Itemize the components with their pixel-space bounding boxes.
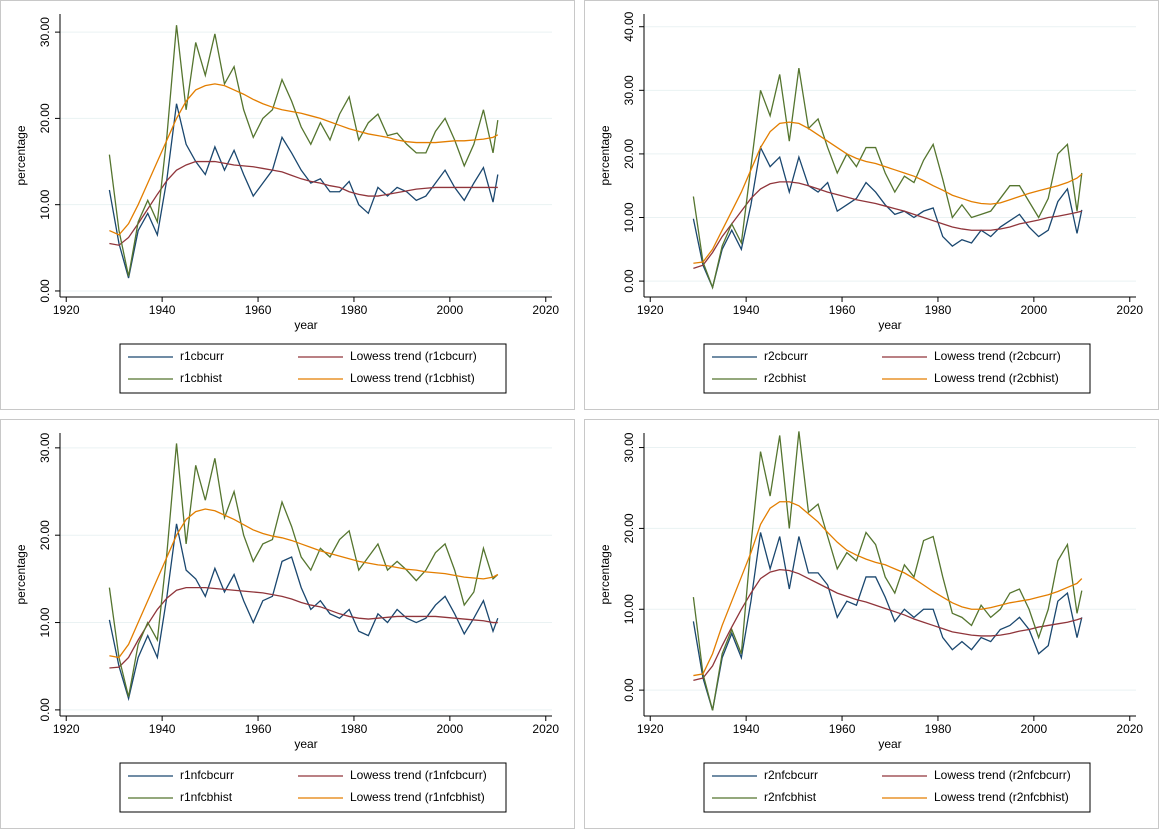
series-line bbox=[693, 121, 1083, 264]
series-line bbox=[693, 568, 1083, 682]
y-tick-label: 20.00 bbox=[622, 513, 636, 543]
legend-label: Lowess trend (r1nfcbhist) bbox=[350, 790, 485, 804]
legend-label: Lowess trend (r1nfcbcurr) bbox=[350, 768, 487, 782]
legend-label: Lowess trend (r2nfcbhist) bbox=[934, 790, 1069, 804]
y-tick-label: 20.00 bbox=[38, 520, 52, 550]
legend-box bbox=[703, 762, 1091, 813]
x-tick-label: 2000 bbox=[1021, 722, 1048, 736]
legend-box bbox=[119, 343, 507, 394]
y-tick-label: 30.00 bbox=[38, 17, 52, 47]
series-line bbox=[109, 160, 498, 246]
series-line bbox=[693, 181, 1082, 269]
x-tick-label: 1980 bbox=[925, 303, 952, 317]
y-tick-label: 40.00 bbox=[622, 11, 636, 41]
x-tick-label: 1940 bbox=[733, 722, 760, 736]
y-axis-title: percentage bbox=[14, 544, 28, 604]
legend-box bbox=[703, 343, 1091, 394]
y-tick-label: 10.00 bbox=[622, 594, 636, 624]
series-line bbox=[109, 83, 499, 236]
x-tick-label: 1920 bbox=[637, 303, 664, 317]
x-tick-label: 1960 bbox=[245, 303, 272, 317]
x-tick-label: 2000 bbox=[437, 722, 464, 736]
y-tick-label: 0.00 bbox=[38, 698, 52, 722]
legend-label: r2cbcurr bbox=[764, 349, 808, 363]
legend-label: Lowess trend (r1cbcurr) bbox=[350, 349, 477, 363]
series-line bbox=[108, 103, 499, 279]
x-axis-title: year bbox=[878, 737, 901, 751]
legend-label: r2nfcbhist bbox=[764, 790, 817, 804]
chart-panel: 0.00 10.00 20.00 30.00 1920 1940 1960 1980 2000 2… bbox=[0, 419, 575, 829]
y-axis-title: percentage bbox=[598, 125, 612, 185]
series-line bbox=[108, 523, 499, 702]
x-tick-label: 1920 bbox=[637, 722, 664, 736]
series-line bbox=[692, 431, 1083, 711]
legend-label: Lowess trend (r1cbhist) bbox=[350, 371, 475, 385]
x-tick-label: 1980 bbox=[341, 303, 368, 317]
x-tick-label: 1920 bbox=[53, 303, 80, 317]
x-tick-label: 1940 bbox=[149, 722, 176, 736]
x-tick-label: 1940 bbox=[149, 303, 176, 317]
legend-label: Lowess trend (r2cbhist) bbox=[934, 371, 1059, 385]
x-axis-title: year bbox=[294, 737, 317, 751]
legend-label: r2cbhist bbox=[764, 371, 807, 385]
y-tick-label: 20.00 bbox=[38, 103, 52, 133]
legend-label: r1nfcbcurr bbox=[180, 768, 234, 782]
x-tick-label: 1960 bbox=[245, 722, 272, 736]
x-tick-label: 2020 bbox=[1116, 303, 1143, 317]
legend-label: r1nfcbhist bbox=[180, 790, 233, 804]
y-tick-label: 30.00 bbox=[38, 433, 52, 463]
legend-label: r1cbcurr bbox=[180, 349, 224, 363]
x-tick-label: 2020 bbox=[532, 303, 559, 317]
y-tick-label: 10.00 bbox=[622, 202, 636, 232]
series-line bbox=[108, 25, 499, 277]
chart-panel: 0.00 10.00 20.00 30.00 1920 1940 1960 1980 2000 2… bbox=[0, 0, 575, 410]
x-tick-label: 1980 bbox=[341, 722, 368, 736]
x-tick-label: 2020 bbox=[1116, 722, 1143, 736]
series-line bbox=[692, 67, 1083, 290]
y-tick-label: 20.00 bbox=[622, 139, 636, 169]
y-tick-label: 10.00 bbox=[38, 189, 52, 219]
y-axis-title: percentage bbox=[14, 125, 28, 185]
x-axis-title: year bbox=[878, 318, 901, 332]
series-line bbox=[108, 443, 499, 697]
legend-label: Lowess trend (r2cbcurr) bbox=[934, 349, 1061, 363]
x-tick-label: 2000 bbox=[1021, 303, 1048, 317]
x-tick-label: 1920 bbox=[53, 722, 80, 736]
legend-label: r2nfcbcurr bbox=[764, 768, 818, 782]
chart-panel: 0.00 10.00 20.00 30.00 40.00 1920 1940 1960 1980… bbox=[584, 0, 1159, 410]
series-line bbox=[109, 508, 499, 659]
panel-border bbox=[0, 0, 575, 410]
x-tick-label: 1980 bbox=[925, 722, 952, 736]
y-tick-label: 0.00 bbox=[622, 269, 636, 293]
y-axis-title: percentage bbox=[598, 544, 612, 604]
y-tick-label: 30.00 bbox=[622, 75, 636, 105]
x-tick-label: 2000 bbox=[437, 303, 464, 317]
y-tick-label: 0.00 bbox=[622, 678, 636, 702]
series-line bbox=[109, 586, 498, 669]
chart-panel: 0.00 10.00 20.00 30.00 1920 1940 1960 1980 2000 2… bbox=[584, 419, 1159, 829]
y-tick-label: 10.00 bbox=[38, 607, 52, 637]
x-tick-label: 1960 bbox=[829, 722, 856, 736]
x-axis-title: year bbox=[294, 318, 317, 332]
x-tick-label: 1940 bbox=[733, 303, 760, 317]
y-tick-label: 0.00 bbox=[38, 279, 52, 303]
x-tick-label: 2020 bbox=[532, 722, 559, 736]
series-line bbox=[692, 532, 1083, 711]
x-tick-label: 1960 bbox=[829, 303, 856, 317]
legend-label: r1cbhist bbox=[180, 371, 223, 385]
legend-label: Lowess trend (r2nfcbcurr) bbox=[934, 768, 1071, 782]
series-line bbox=[693, 501, 1083, 677]
y-tick-label: 30.00 bbox=[622, 432, 636, 462]
legend-box bbox=[119, 762, 507, 813]
series-line bbox=[692, 145, 1083, 290]
